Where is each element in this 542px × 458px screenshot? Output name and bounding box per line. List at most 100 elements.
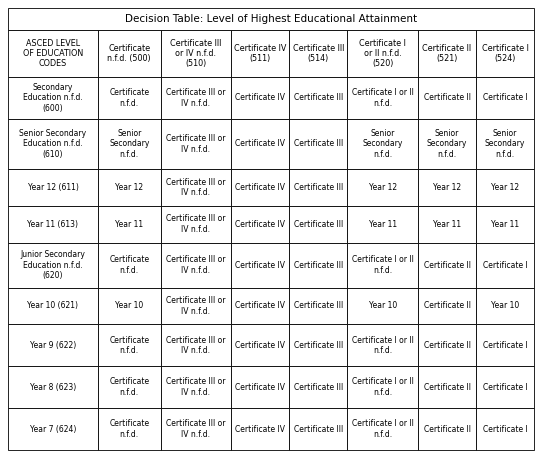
- Bar: [476, 30, 534, 77]
- Bar: [418, 169, 476, 206]
- Bar: [476, 169, 534, 206]
- Text: Certificate II: Certificate II: [423, 382, 470, 392]
- Bar: [418, 77, 476, 119]
- Bar: [231, 30, 289, 77]
- Text: Certificate I
(524): Certificate I (524): [481, 44, 528, 63]
- Bar: [476, 408, 534, 450]
- Text: Certificate I or II
n.f.d.: Certificate I or II n.f.d.: [352, 420, 414, 439]
- Bar: [98, 243, 160, 288]
- Text: Year 11 (613): Year 11 (613): [28, 220, 79, 229]
- Bar: [8, 8, 534, 30]
- Bar: [476, 288, 534, 324]
- Text: Secondary
Education n.f.d.
(600): Secondary Education n.f.d. (600): [23, 83, 83, 113]
- Bar: [289, 30, 347, 77]
- Text: Certificate III or
IV n.f.d.: Certificate III or IV n.f.d.: [166, 214, 225, 234]
- Text: Certificate
n.f.d.: Certificate n.f.d.: [109, 256, 149, 275]
- Text: Senior
Secondary
n.f.d.: Senior Secondary n.f.d.: [485, 129, 525, 159]
- Text: Certificate III: Certificate III: [294, 183, 343, 192]
- Text: Certificate III: Certificate III: [294, 301, 343, 311]
- Bar: [231, 408, 289, 450]
- Text: Certificate IV: Certificate IV: [235, 341, 285, 350]
- Bar: [8, 30, 98, 77]
- Bar: [418, 30, 476, 77]
- Bar: [347, 169, 418, 206]
- Bar: [347, 366, 418, 408]
- Text: Certificate IV: Certificate IV: [235, 425, 285, 434]
- Bar: [98, 408, 160, 450]
- Text: Certificate
n.f.d.: Certificate n.f.d.: [109, 88, 149, 108]
- Text: Certificate III: Certificate III: [294, 382, 343, 392]
- Bar: [160, 77, 231, 119]
- Text: Year 10: Year 10: [369, 301, 397, 311]
- Text: Certificate IV
(511): Certificate IV (511): [234, 44, 287, 63]
- Bar: [347, 119, 418, 169]
- Bar: [476, 77, 534, 119]
- Bar: [289, 206, 347, 243]
- Bar: [231, 243, 289, 288]
- Text: Certificate II: Certificate II: [423, 93, 470, 103]
- Bar: [347, 206, 418, 243]
- Bar: [418, 288, 476, 324]
- Bar: [231, 366, 289, 408]
- Text: Certificate III: Certificate III: [294, 425, 343, 434]
- Text: Certificate
n.f.d.: Certificate n.f.d.: [109, 420, 149, 439]
- Text: Year 12: Year 12: [369, 183, 397, 192]
- Text: Certificate III: Certificate III: [294, 220, 343, 229]
- Bar: [418, 119, 476, 169]
- Bar: [98, 30, 160, 77]
- Text: Year 10: Year 10: [491, 301, 519, 311]
- Bar: [8, 119, 98, 169]
- Bar: [418, 366, 476, 408]
- Text: Certificate
n.f.d. (500): Certificate n.f.d. (500): [107, 44, 151, 63]
- Text: Year 12 (611): Year 12 (611): [28, 183, 79, 192]
- Bar: [231, 77, 289, 119]
- Text: Certificate III: Certificate III: [294, 261, 343, 270]
- Text: Certificate III
or IV n.f.d.
(510): Certificate III or IV n.f.d. (510): [170, 38, 222, 68]
- Bar: [347, 77, 418, 119]
- Text: Certificate IV: Certificate IV: [235, 220, 285, 229]
- Text: Certificate IV: Certificate IV: [235, 93, 285, 103]
- Bar: [8, 366, 98, 408]
- Text: Decision Table: Level of Highest Educational Attainment: Decision Table: Level of Highest Educati…: [125, 14, 417, 24]
- Bar: [8, 243, 98, 288]
- Text: Certificate I: Certificate I: [482, 382, 527, 392]
- Bar: [98, 169, 160, 206]
- Bar: [160, 30, 231, 77]
- Bar: [98, 206, 160, 243]
- Text: Certificate I: Certificate I: [482, 425, 527, 434]
- Bar: [476, 206, 534, 243]
- Bar: [289, 288, 347, 324]
- Text: Certificate III or
IV n.f.d.: Certificate III or IV n.f.d.: [166, 256, 225, 275]
- Text: Certificate I
or II n.f.d.
(520): Certificate I or II n.f.d. (520): [359, 38, 406, 68]
- Text: Senior
Secondary
n.f.d.: Senior Secondary n.f.d.: [109, 129, 150, 159]
- Text: Year 11: Year 11: [491, 220, 519, 229]
- Bar: [347, 288, 418, 324]
- Text: Senior
Secondary
n.f.d.: Senior Secondary n.f.d.: [363, 129, 403, 159]
- Bar: [418, 324, 476, 366]
- Bar: [231, 169, 289, 206]
- Text: Certificate
n.f.d.: Certificate n.f.d.: [109, 377, 149, 397]
- Text: Certificate I or II
n.f.d.: Certificate I or II n.f.d.: [352, 256, 414, 275]
- Text: Certificate III or
IV n.f.d.: Certificate III or IV n.f.d.: [166, 377, 225, 397]
- Bar: [289, 119, 347, 169]
- Text: Certificate II
(521): Certificate II (521): [422, 44, 472, 63]
- Bar: [160, 366, 231, 408]
- Text: Year 12: Year 12: [491, 183, 519, 192]
- Bar: [289, 169, 347, 206]
- Text: Certificate
n.f.d.: Certificate n.f.d.: [109, 336, 149, 355]
- Bar: [289, 366, 347, 408]
- Bar: [98, 119, 160, 169]
- Bar: [347, 30, 418, 77]
- Bar: [347, 324, 418, 366]
- Bar: [476, 243, 534, 288]
- Bar: [160, 408, 231, 450]
- Bar: [8, 206, 98, 243]
- Text: Certificate I: Certificate I: [482, 261, 527, 270]
- Bar: [289, 324, 347, 366]
- Text: Certificate I: Certificate I: [482, 341, 527, 350]
- Text: Certificate I or II
n.f.d.: Certificate I or II n.f.d.: [352, 88, 414, 108]
- Bar: [160, 243, 231, 288]
- Text: Senior Secondary
Education n.f.d.
(610): Senior Secondary Education n.f.d. (610): [20, 129, 87, 159]
- Bar: [231, 119, 289, 169]
- Bar: [476, 366, 534, 408]
